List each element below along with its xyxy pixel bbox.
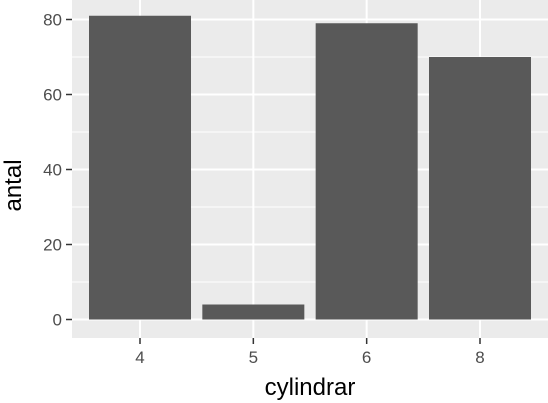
x-tick-label: 8 (475, 348, 484, 367)
x-tick-label: 5 (249, 348, 258, 367)
bar-6 (315, 23, 418, 320)
y-axis: 0 20 40 60 80 (43, 11, 72, 330)
x-tick-label: 6 (362, 348, 371, 367)
bar-4 (89, 15, 191, 320)
x-axis-title: cylindrar (265, 374, 356, 401)
bar-8 (429, 57, 531, 320)
y-tick-label: 20 (43, 236, 62, 255)
x-tick-label: 4 (135, 348, 144, 367)
y-tick-label: 0 (53, 311, 62, 330)
y-tick-label: 80 (43, 11, 62, 30)
y-axis-title: antal (0, 159, 27, 211)
x-axis: 4 5 6 8 (135, 338, 485, 367)
bar-5 (202, 304, 305, 320)
y-tick-label: 40 (43, 161, 62, 180)
bars (89, 15, 531, 320)
y-tick-label: 60 (43, 86, 62, 105)
